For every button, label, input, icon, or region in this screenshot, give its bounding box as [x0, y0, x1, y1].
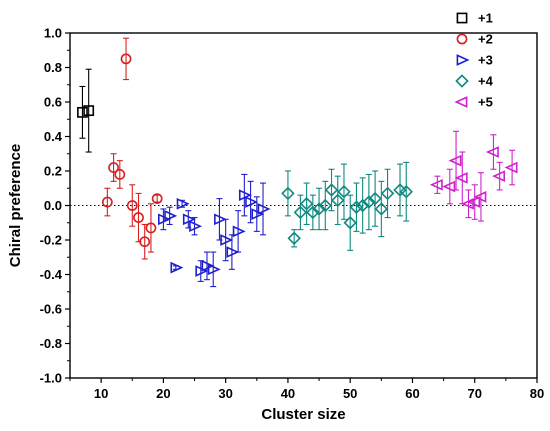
legend: +1 +2 +3 +4 +5 — [454, 11, 494, 110]
series-2 — [101, 37, 163, 260]
legend-marker — [456, 54, 470, 66]
x-axis: 10 20 30 40 50 60 70 80 — [69, 378, 544, 401]
x-tick-label: 10 — [94, 386, 108, 401]
legend-marker — [454, 96, 468, 108]
data-point — [195, 265, 209, 277]
y-tick-label: -0.6 — [40, 302, 62, 317]
data-point — [207, 263, 221, 276]
legend-label: +5 — [478, 95, 493, 110]
data-point — [220, 234, 234, 246]
legend-label: +4 — [478, 74, 494, 89]
data-point — [349, 200, 364, 214]
data-point — [257, 203, 271, 215]
legend-label: +2 — [478, 32, 493, 47]
data-point — [318, 198, 333, 213]
data-point — [170, 261, 184, 274]
x-tick-label: 60 — [405, 386, 419, 401]
data-point — [238, 189, 252, 201]
y-axis: -1.0 -0.8 -0.6 -0.4 -0.2 0.0 0.2 0.4 0.6 0.8 1.0 — [40, 26, 70, 386]
data-point — [337, 184, 351, 199]
data-point — [189, 220, 203, 233]
series-1 — [77, 68, 95, 153]
data-point — [380, 186, 395, 201]
data-point — [485, 146, 499, 158]
data-point — [287, 231, 301, 246]
x-axis-title: Cluster size — [261, 406, 345, 423]
data-point — [467, 196, 481, 208]
data-point — [251, 208, 265, 220]
x-tick-label: 40 — [281, 386, 295, 401]
data-point — [454, 172, 468, 184]
data-point — [182, 213, 196, 226]
series-4 — [281, 161, 413, 251]
data-point — [245, 196, 259, 208]
data-point — [504, 161, 518, 174]
data-point — [232, 225, 246, 238]
y-tick-label: 1.0 — [44, 26, 62, 41]
series-layer — [77, 37, 518, 288]
data-point — [331, 193, 345, 208]
legend-marker — [455, 74, 469, 88]
data-point — [299, 197, 314, 211]
x-tick-label: 50 — [343, 386, 357, 401]
data-point — [473, 191, 487, 203]
data-point — [176, 197, 190, 210]
data-point — [281, 186, 295, 201]
data-point — [368, 191, 382, 206]
legend-marker — [456, 33, 468, 45]
y-tick-label: -1.0 — [40, 371, 62, 386]
y-tick-label: 0.8 — [44, 60, 62, 75]
y-tick-label: 0.2 — [44, 164, 62, 179]
data-point — [139, 236, 151, 248]
y-tick-label: 0.4 — [44, 129, 63, 144]
data-point — [492, 170, 506, 183]
data-point — [293, 205, 308, 220]
data-point — [108, 162, 119, 173]
y-tick-label: -0.8 — [40, 336, 62, 351]
data-point — [429, 178, 443, 191]
data-point — [151, 193, 163, 204]
legend-marker — [456, 12, 468, 24]
data-point — [83, 105, 95, 117]
series-3 — [158, 173, 271, 288]
data-point — [145, 222, 157, 234]
data-point — [442, 180, 456, 193]
data-point — [374, 202, 389, 216]
data-point — [201, 260, 215, 272]
data-point — [306, 205, 320, 220]
y-axis-title: Chiral preference — [7, 144, 24, 267]
data-point — [164, 210, 178, 222]
y-tick-label: 0.0 — [44, 198, 62, 213]
x-tick-label: 80 — [530, 386, 544, 401]
data-point — [114, 169, 126, 180]
data-point — [120, 53, 132, 65]
y-tick-label: -0.4 — [40, 267, 63, 282]
data-point — [399, 184, 413, 199]
data-point — [101, 196, 113, 208]
y-tick-label: -0.2 — [40, 233, 62, 248]
series-5 — [429, 130, 518, 222]
data-point — [214, 213, 227, 226]
data-point — [126, 200, 138, 211]
data-point — [77, 106, 88, 118]
data-point — [362, 195, 376, 209]
x-tick-label: 30 — [218, 386, 232, 401]
legend-label: +3 — [478, 53, 493, 68]
data-point — [324, 183, 339, 197]
data-point — [158, 213, 171, 226]
data-point — [343, 216, 357, 230]
data-point — [448, 154, 462, 167]
legend-label: +1 — [478, 11, 493, 26]
x-tick-label: 20 — [156, 386, 170, 401]
data-point — [312, 202, 326, 216]
y-tick-label: 0.6 — [44, 95, 62, 110]
data-point — [355, 198, 370, 213]
data-point — [226, 246, 240, 258]
data-point — [133, 212, 144, 223]
x-tick-label: 70 — [467, 386, 481, 401]
